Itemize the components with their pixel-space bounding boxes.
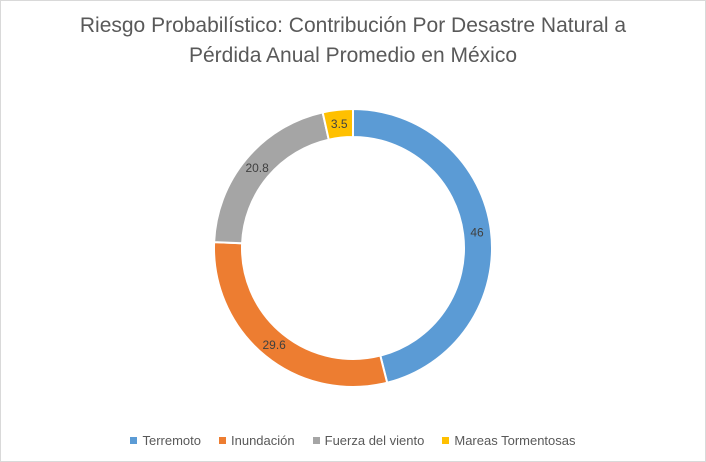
- slice-mareas-tormentosas: [321, 107, 354, 141]
- doughnut-plot: 46 29.6 20.8 3.5: [213, 107, 493, 388]
- data-label-terremoto: 46: [470, 226, 484, 240]
- legend-label-fuerza-del-viento: Fuerza del viento: [324, 433, 425, 448]
- slice-inundacion: [213, 241, 389, 388]
- legend-label-terremoto: Terremoto: [142, 433, 201, 448]
- chart-title-line-1: Riesgo Probabilístico: Contribución Por …: [79, 14, 627, 37]
- legend-item-mareas-tormentosas: Mareas Tormentosas: [442, 433, 576, 448]
- data-label-mareas-tormentosas: 3.5: [331, 117, 348, 131]
- chart-title: Riesgo Probabilístico: Contribución Por …: [1, 11, 705, 71]
- slice-fuerza-del-viento: [213, 111, 330, 245]
- legend-label-mareas-tormentosas: Mareas Tormentosas: [454, 433, 576, 448]
- legend-item-fuerza-del-viento: Fuerza del viento: [312, 433, 425, 448]
- legend: Terremoto Inundación Fuerza del viento M…: [1, 433, 705, 448]
- legend-label-inundacion: Inundación: [231, 433, 295, 448]
- legend-item-inundacion: Inundación: [219, 433, 295, 448]
- legend-item-terremoto: Terremoto: [130, 433, 201, 448]
- legend-swatch-fuerza-del-viento: [312, 437, 320, 444]
- data-label-inundacion: 29.6: [262, 338, 286, 352]
- data-label-fuerza-del-viento: 20.8: [245, 161, 269, 175]
- legend-swatch-mareas-tormentosas: [442, 437, 450, 444]
- legend-swatch-inundacion: [219, 437, 226, 444]
- slice-terremoto: [352, 107, 493, 384]
- chart-title-line-2: Pérdida Anual Promedio en México: [188, 44, 518, 67]
- legend-swatch-terremoto: [130, 437, 138, 444]
